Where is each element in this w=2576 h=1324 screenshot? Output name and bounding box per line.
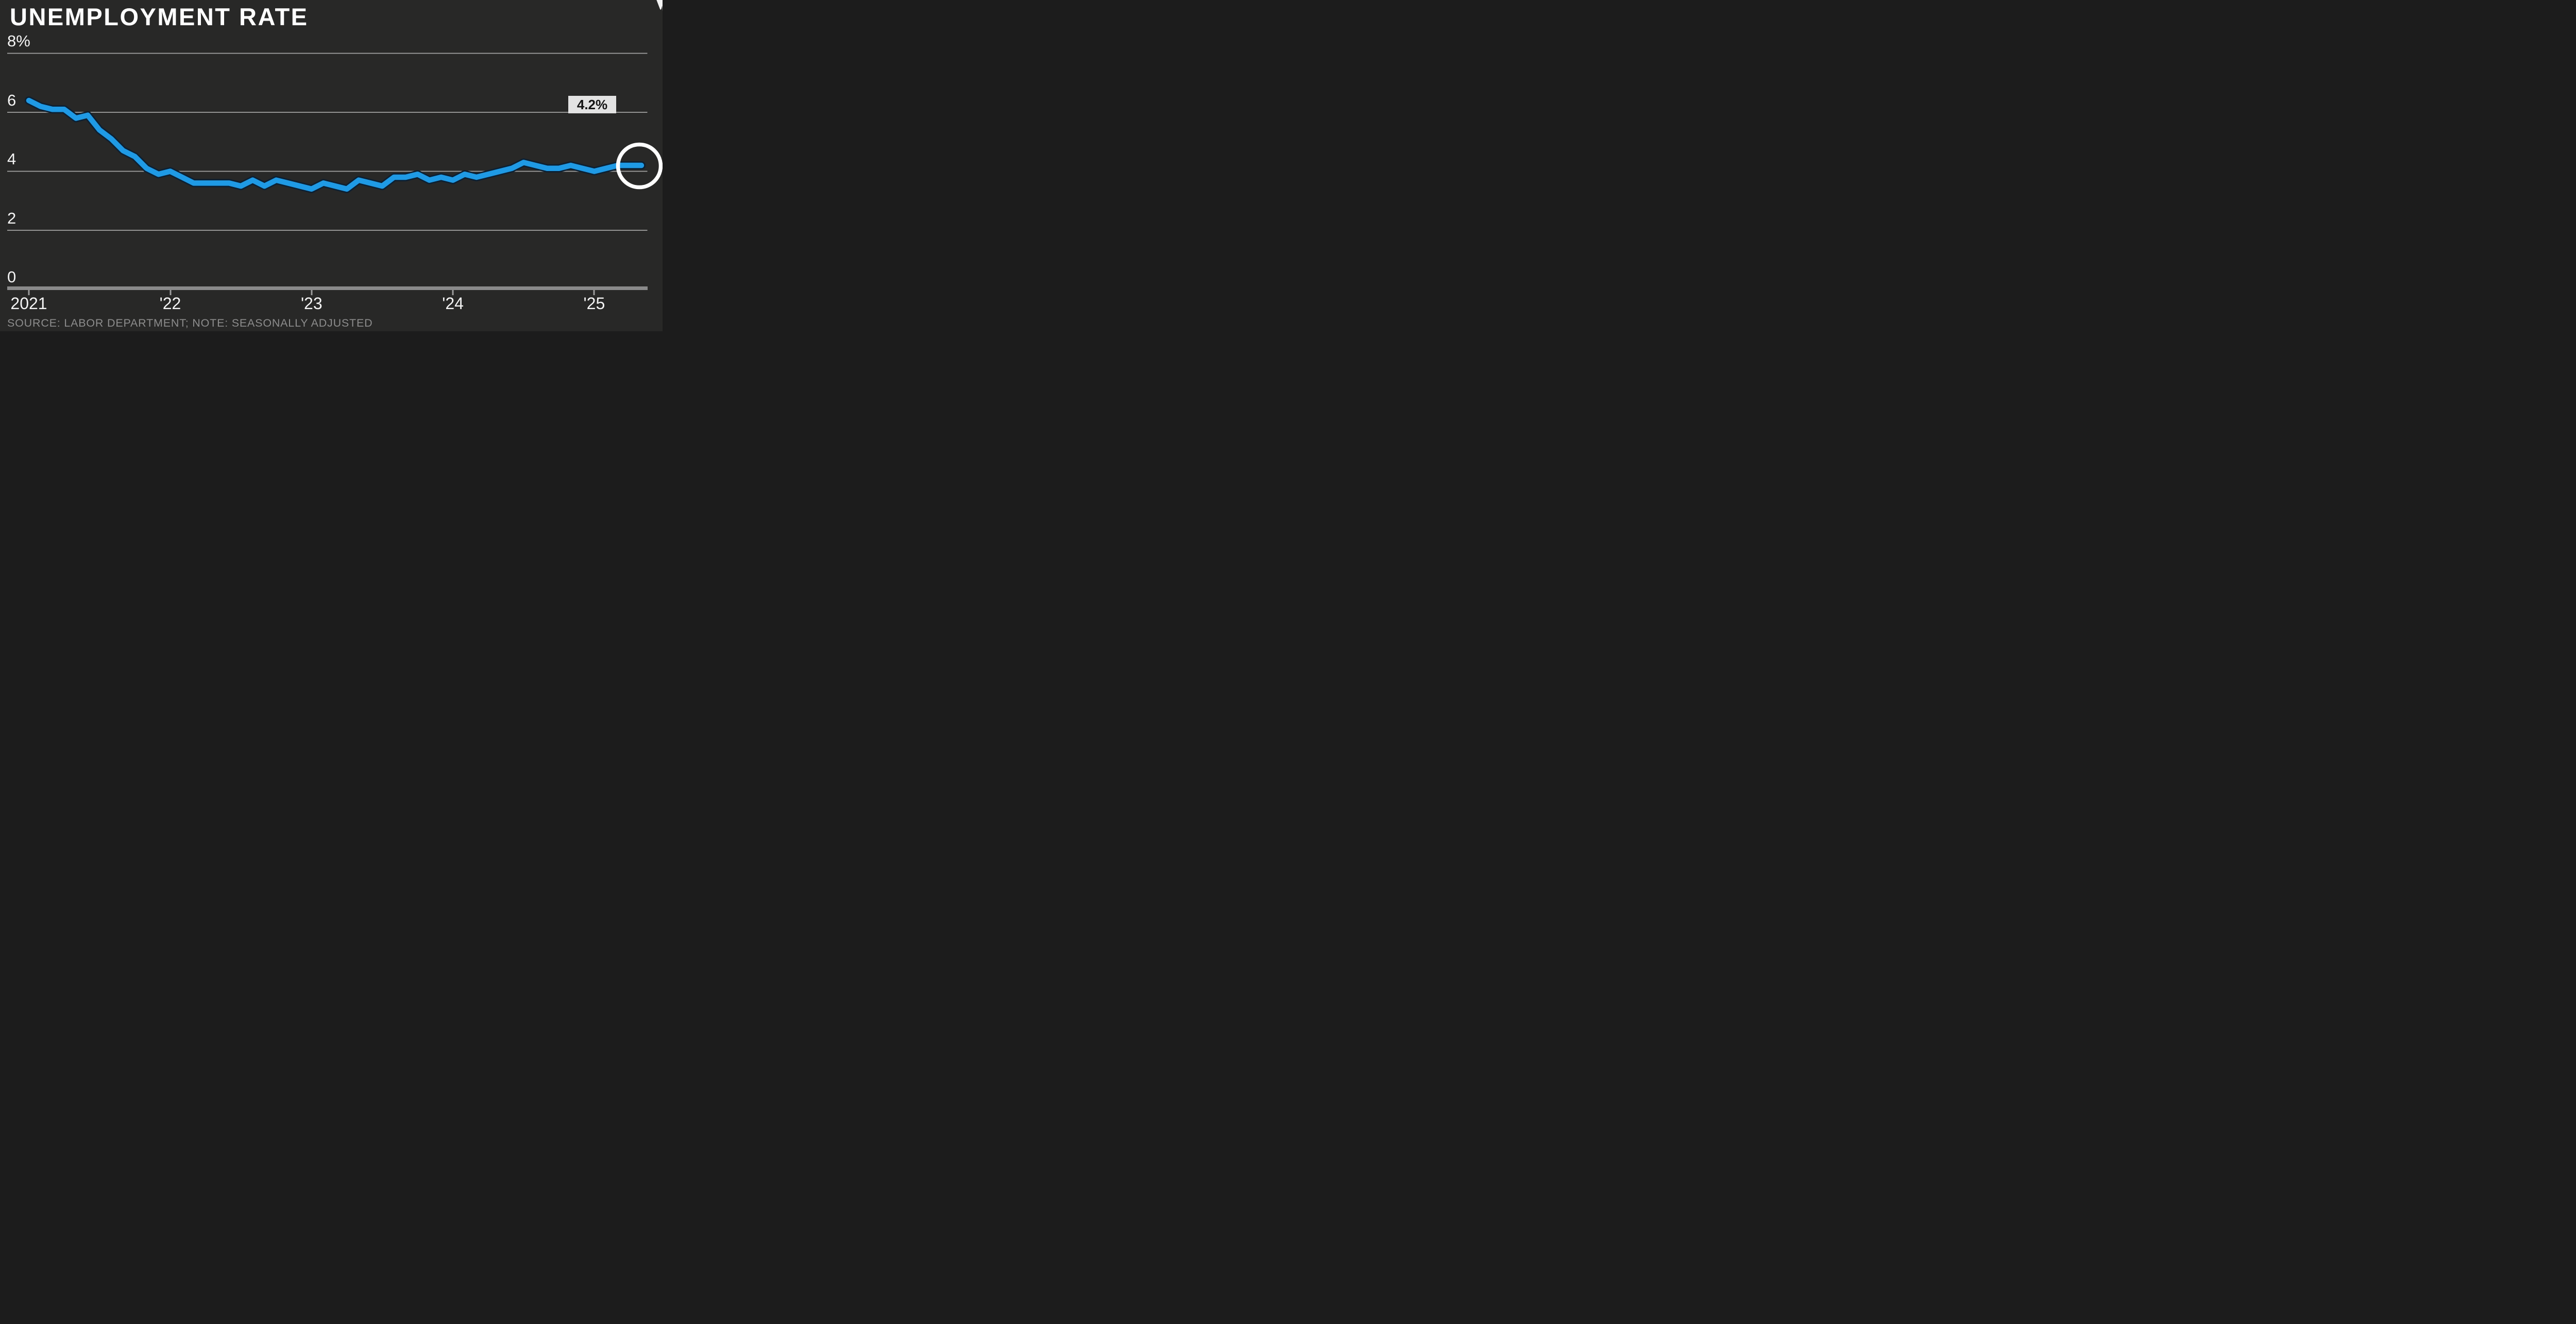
y-axis-label-8: 8%	[7, 32, 30, 50]
chart-title: UNEMPLOYMENT RATE	[10, 3, 309, 30]
x-axis-label-2021: 2021	[10, 294, 47, 313]
corner-logo-fragment	[656, 0, 663, 11]
plot-area	[7, 0, 663, 231]
highlight-circle	[616, 142, 663, 190]
x-axis-tick-23	[311, 290, 313, 295]
x-axis-label-22: '22	[159, 294, 181, 313]
x-axis-tick-24	[452, 290, 454, 295]
y-axis-label-2: 2	[7, 209, 16, 227]
y-axis-label-0: 0	[7, 268, 16, 286]
x-axis-tick-2021	[28, 290, 30, 295]
source-note: SOURCE: LABOR DEPARTMENT; NOTE: SEASONAL…	[7, 317, 373, 329]
x-axis-label-24: '24	[442, 294, 464, 313]
x-axis-label-25: '25	[583, 294, 605, 313]
y-axis-label-4: 4	[7, 150, 16, 168]
gridlines	[7, 53, 648, 231]
x-axis-line	[7, 286, 648, 290]
x-axis-tick-25	[593, 290, 595, 295]
x-axis-label-23: '23	[300, 294, 323, 313]
line-series	[26, 97, 645, 192]
y-axis-label-6: 6	[7, 91, 16, 109]
unemployment-rate-chart: UNEMPLOYMENT RATE 8% 6 4 2 0 2021 '22 '2…	[0, 0, 663, 331]
x-axis-tick-22	[170, 290, 171, 295]
last-value-callout: 4.2%	[568, 96, 616, 113]
